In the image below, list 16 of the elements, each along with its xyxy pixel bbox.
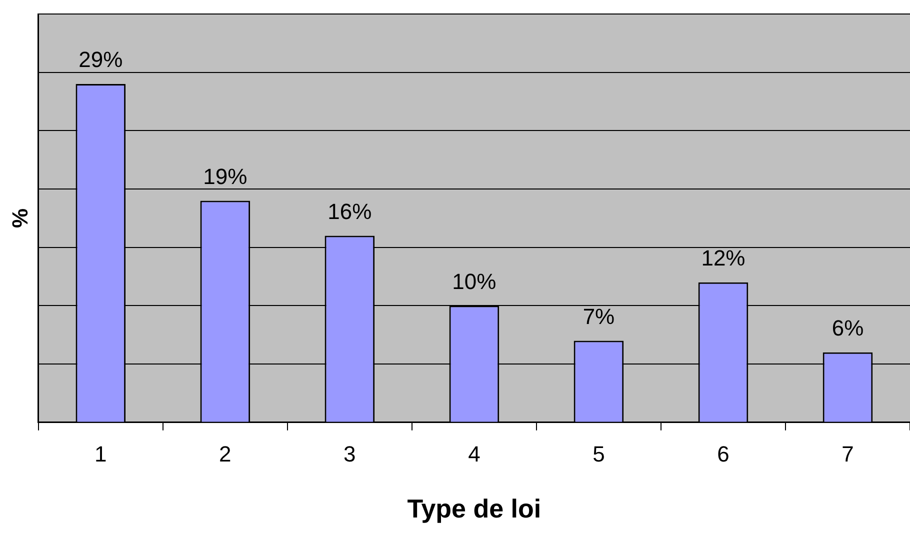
- data-label: 16%: [328, 198, 372, 224]
- x-tick-label: 4: [468, 442, 480, 467]
- data-label: 10%: [452, 268, 496, 294]
- data-label: 19%: [203, 164, 248, 189]
- y-axis-title: %: [7, 208, 32, 228]
- x-tick-label: 5: [592, 442, 605, 467]
- x-tick-label: 7: [842, 442, 854, 467]
- x-axis-title: Type de loi: [407, 494, 542, 524]
- x-tick-label: 3: [344, 442, 356, 467]
- x-tick-label: 1: [94, 442, 107, 467]
- data-label: 29%: [78, 47, 123, 72]
- data-label: 12%: [701, 245, 746, 270]
- data-label: 7%: [582, 304, 615, 329]
- x-tick-label: 6: [717, 442, 730, 467]
- data-label: 6%: [832, 315, 864, 340]
- x-tick-label: 2: [219, 442, 232, 467]
